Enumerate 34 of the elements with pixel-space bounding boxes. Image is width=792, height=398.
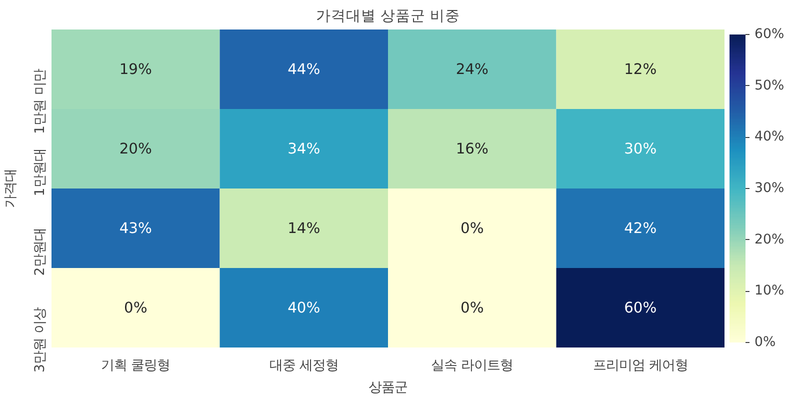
chart-title: 가격대별 상품군 비중 bbox=[316, 8, 460, 24]
data-label: 24% bbox=[456, 60, 488, 78]
y-tick-label: 3만원 이상 bbox=[33, 308, 48, 372]
y-tick-label: 1만원 미만 bbox=[33, 69, 48, 134]
data-label: 0% bbox=[124, 299, 148, 316]
data-label: 0% bbox=[460, 220, 484, 237]
x-tick-label: 실속 라이트형 bbox=[431, 358, 514, 374]
color-bar-label: 40% bbox=[754, 130, 784, 145]
y-tick-label: 1만원대 bbox=[33, 148, 48, 196]
data-label: 43% bbox=[119, 220, 152, 237]
data-label: 16% bbox=[456, 140, 488, 158]
x-tick-label: 대중 세정형 bbox=[269, 358, 339, 374]
color-bar-label: 30% bbox=[754, 181, 784, 196]
y-axis-title: 가격대 bbox=[4, 169, 18, 208]
y-tick-label: 2만원대 bbox=[33, 228, 48, 276]
color-bar-label: 10% bbox=[754, 284, 784, 299]
data-label: 20% bbox=[119, 140, 152, 158]
x-axis-title: 상품군 bbox=[368, 380, 408, 396]
data-label: 12% bbox=[624, 60, 657, 78]
data-label: 40% bbox=[288, 299, 320, 316]
color-bar-label: 20% bbox=[754, 232, 784, 248]
x-tick-label: 기획 쿨링형 bbox=[101, 358, 170, 374]
color-bar-label: 0% bbox=[754, 335, 776, 350]
data-label: 0% bbox=[460, 299, 484, 316]
data-label: 42% bbox=[624, 220, 657, 237]
data-label: 44% bbox=[288, 60, 320, 78]
data-label: 34% bbox=[288, 140, 320, 158]
data-label: 30% bbox=[624, 140, 657, 158]
data-label: 14% bbox=[288, 220, 320, 237]
color-bar-label: 50% bbox=[754, 78, 784, 94]
x-tick-label: 프리미엄 케어형 bbox=[592, 358, 688, 374]
data-label: 19% bbox=[119, 60, 152, 78]
data-label: 60% bbox=[624, 299, 657, 316]
color-bar-label: 60% bbox=[754, 27, 784, 42]
